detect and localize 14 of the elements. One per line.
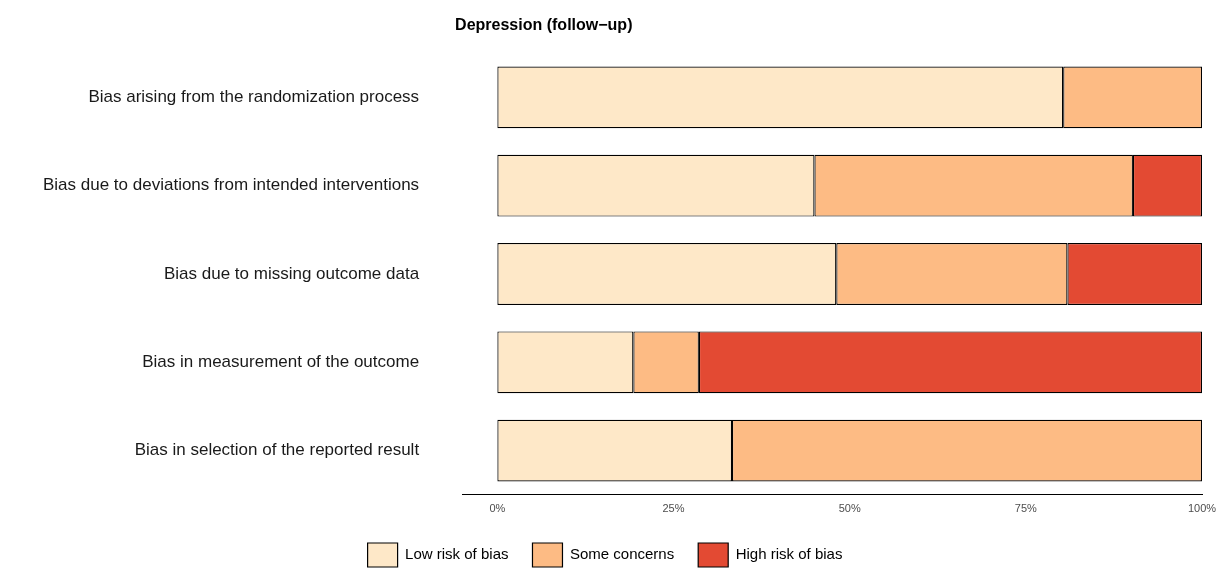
chart-title: Depression (follow−up) xyxy=(455,16,633,34)
y-tick-label: Bias due to deviations from intended interventions xyxy=(42,175,420,195)
legend-label: Some concerns xyxy=(569,545,675,563)
legend-label: Low risk of bias xyxy=(405,545,509,563)
y-tick-label: Bias in selection of the reported result xyxy=(134,440,420,460)
x-tick-label: 50% xyxy=(838,502,861,515)
y-tick-label: Bias arising from the randomization process xyxy=(88,87,420,107)
x-tick-label: 0% xyxy=(489,502,506,515)
x-tick-label: 75% xyxy=(1014,502,1038,515)
x-tick-label: 100% xyxy=(1187,502,1217,515)
x-tick-label: 25% xyxy=(662,502,685,515)
y-tick-label: Bias in measurement of the outcome xyxy=(142,352,420,372)
y-tick-label: Bias due to missing outcome data xyxy=(163,263,420,283)
legend-label: High risk of bias xyxy=(735,545,843,563)
